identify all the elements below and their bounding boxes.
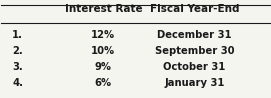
Text: January 31: January 31: [164, 78, 225, 88]
Text: 4.: 4.: [12, 78, 23, 88]
Text: September 30: September 30: [155, 46, 234, 56]
Text: 1.: 1.: [12, 30, 23, 40]
Text: 12%: 12%: [91, 30, 115, 40]
Text: 6%: 6%: [95, 78, 112, 88]
Text: Interest Rate: Interest Rate: [64, 4, 142, 14]
Text: 10%: 10%: [91, 46, 115, 56]
Text: Fiscal Year-End: Fiscal Year-End: [150, 4, 239, 14]
Text: October 31: October 31: [163, 62, 226, 72]
Text: 2.: 2.: [12, 46, 23, 56]
Text: December 31: December 31: [157, 30, 232, 40]
Text: 3.: 3.: [12, 62, 23, 72]
Text: 9%: 9%: [95, 62, 112, 72]
